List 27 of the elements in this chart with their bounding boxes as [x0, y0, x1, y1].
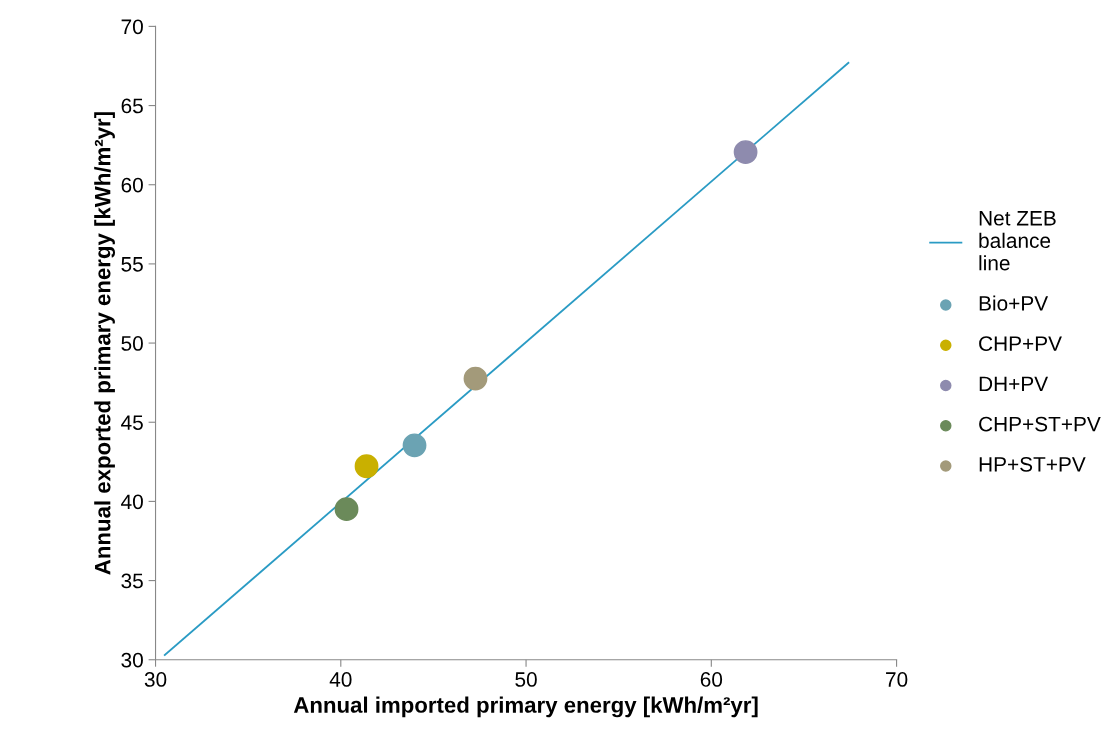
y-tick-label: 30: [121, 652, 143, 668]
y-tick-label: 50: [121, 336, 143, 351]
point: [463, 366, 488, 391]
x-tick-label: 30: [144, 672, 167, 687]
x-axis-title: Annual imported primary energy [kWh/m²yr]: [293, 696, 758, 718]
x-tick-label: 50: [515, 672, 537, 687]
y-axis-title: Annual exported primary energy [kWh/m²yr]: [94, 112, 116, 575]
y-tick-label: 70: [121, 19, 143, 35]
x-tick-label: 60: [700, 672, 723, 687]
legend-label: CHP+ST+PV: [979, 416, 1101, 432]
legend-label: CHP+PV: [979, 336, 1062, 351]
point: [733, 140, 758, 165]
legend-label: Net ZEB balance line: [979, 211, 1056, 271]
y-tick-label: 65: [121, 98, 143, 114]
x-tick-label: 70: [886, 672, 908, 687]
legend-label: DH+PV: [979, 376, 1049, 392]
y-tick-label: 40: [121, 494, 143, 510]
y-tick-label: 45: [121, 415, 143, 430]
y-tick-label: 55: [121, 257, 143, 272]
point: [354, 454, 379, 479]
y-tick-label: 60: [121, 177, 143, 193]
x-tick-label: 40: [329, 672, 352, 687]
y-tick-label: 35: [121, 573, 143, 589]
point: [334, 497, 359, 522]
legend-label: HP+ST+PV: [979, 456, 1086, 472]
legend-label: Bio+PV: [979, 295, 1049, 311]
point: [402, 433, 427, 458]
